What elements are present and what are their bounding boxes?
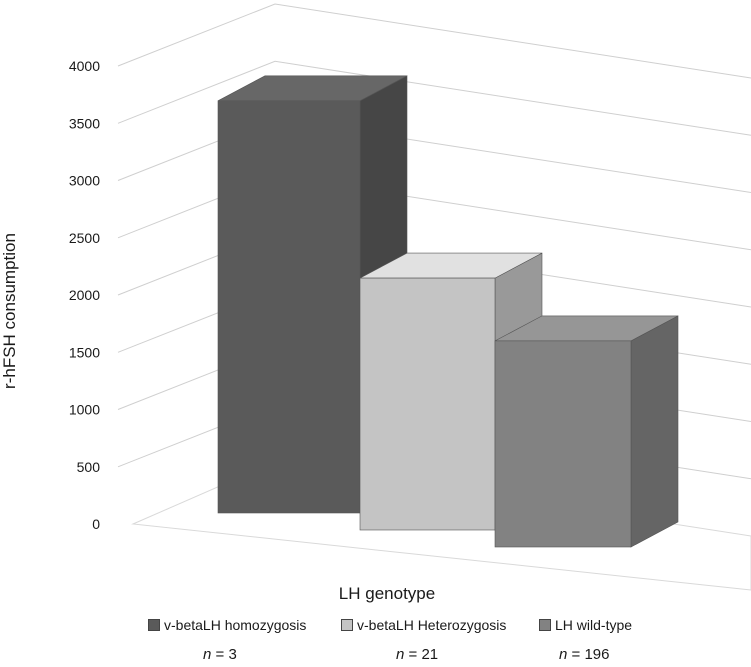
y-tick-label: 2500 [69,230,100,246]
gridline [117,117,751,193]
legend-swatch-wild-type [539,619,551,631]
n-value: = 3 [215,646,237,663]
gridline [117,3,751,79]
y-tick-label: 3500 [69,115,100,131]
bar-front [494,340,632,548]
bar-front [359,277,496,531]
bar-side [630,315,679,548]
n-symbol: n [396,646,405,663]
n-label-heterozygosis: n = 21 [396,646,438,663]
bars [217,75,679,548]
y-axis-title: r-hFSH consumption [0,233,19,389]
bar-front [217,100,361,514]
gridline [117,60,751,136]
n-label-homozygosis: n = 3 [203,646,237,663]
y-tick-label: 2000 [69,287,100,303]
legend-label-wild-type: LH wild-type [555,617,633,633]
bar [494,315,679,548]
legend-label-homozygosis: v-betaLH homozygosis [164,617,307,633]
n-symbol: n [559,646,568,663]
legend-swatch-homozygosis [148,619,160,631]
n-value: = 196 [571,646,610,663]
legend-item-heterozygosis: v-betaLH Heterozygosis [341,617,506,633]
y-tick-label: 1000 [69,402,100,418]
gridline [117,175,751,251]
legend-label-heterozygosis: v-betaLH Heterozygosis [357,617,507,633]
legend-swatch-heterozygosis [341,619,353,631]
y-tick-label: 500 [77,459,101,475]
n-value: = 21 [408,646,439,663]
y-tick-label: 3000 [69,173,100,189]
n-label-wild-type: n = 196 [559,646,609,663]
y-tick-label: 4000 [69,58,100,74]
legend-item-wild-type: LH wild-type [539,617,632,633]
legend-item-homozygosis: v-betaLH homozygosis [148,617,306,633]
y-axis-ticks: 0 500 1000 1500 2000 2500 3000 3500 4000 [69,58,100,532]
y-tick-label: 0 [92,516,100,532]
x-axis-title: LH genotype [339,584,435,603]
y-tick-label: 1500 [69,344,100,360]
legend: v-betaLH homozygosis v-betaLH Heterozygo… [0,617,751,637]
n-symbol: n [203,646,212,663]
